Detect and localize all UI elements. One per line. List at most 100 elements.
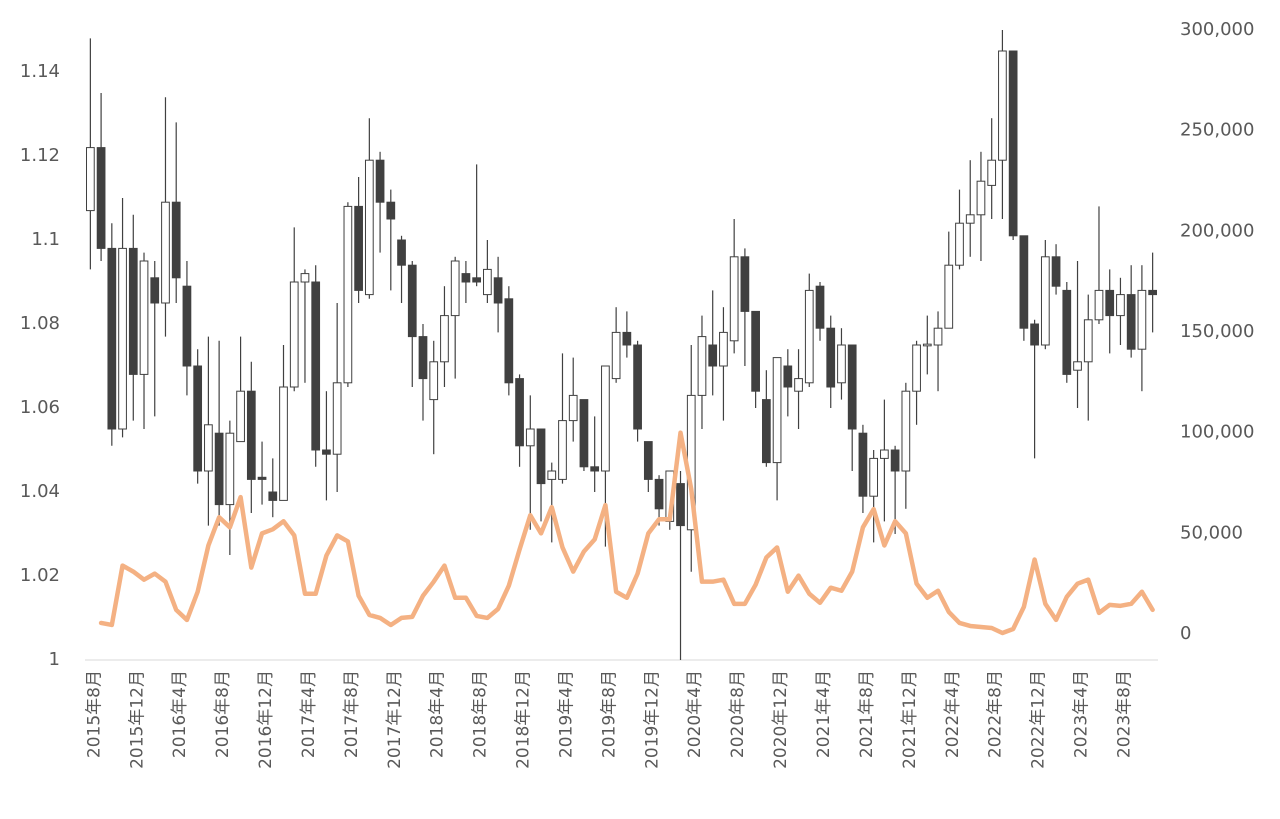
candle-body (858, 432, 868, 497)
candle-body (193, 365, 203, 472)
x-tick-label: 2019年8月 (599, 670, 619, 758)
candle-body (987, 159, 997, 186)
y2-tick-label: 100,000 (1180, 422, 1254, 443)
candle-body (933, 327, 943, 346)
candle-body (783, 365, 793, 388)
candle-body (976, 180, 986, 216)
candle-body (150, 277, 160, 304)
candle-body (1126, 294, 1136, 350)
candle-body (536, 428, 546, 485)
x-tick-label: 2016年12月 (256, 670, 276, 769)
candle-body (1148, 289, 1157, 296)
candle-body (676, 483, 685, 527)
x-tick-label: 2018年12月 (514, 670, 534, 769)
candle-body (289, 281, 299, 388)
candle-body (257, 476, 267, 480)
candle-body (118, 247, 127, 430)
candle-body (493, 277, 503, 304)
candle-body (128, 247, 138, 375)
candle-body (1073, 361, 1082, 371)
y2-tick-label: 250,000 (1180, 120, 1254, 141)
candle-body (654, 478, 664, 510)
x-tick-label: 2017年8月 (342, 670, 362, 758)
candle-body (461, 273, 471, 283)
x-tick-label: 2020年12月 (771, 670, 791, 769)
candle-body (1116, 294, 1125, 317)
y-tick-label: 1.12 (20, 145, 60, 166)
candle-body (397, 239, 406, 266)
candle-body (375, 159, 385, 203)
candle-body (729, 256, 739, 342)
candle-body (1062, 289, 1072, 375)
candle-body (450, 260, 460, 317)
candle-body (740, 256, 750, 312)
candle-body (922, 343, 932, 347)
candle-body (761, 399, 771, 464)
x-tick-label: 2016年4月 (170, 670, 190, 758)
candle-body (890, 449, 900, 472)
candle-body (332, 382, 342, 455)
candle-body (1105, 289, 1115, 317)
candle-body (643, 441, 653, 480)
candle-body (1083, 319, 1093, 363)
x-tick-label: 2019年12月 (642, 670, 662, 769)
candle-body (772, 357, 782, 464)
candle-body (751, 310, 760, 392)
candle-body (246, 390, 256, 480)
candle-body (880, 449, 889, 459)
y2-tick-label: 150,000 (1180, 321, 1254, 342)
candle-body (322, 449, 331, 455)
candle-body (236, 390, 245, 443)
candle-body (965, 214, 975, 224)
x-tick-label: 2016年8月 (213, 670, 233, 758)
candle-body (547, 470, 557, 480)
candle-body (1008, 50, 1018, 237)
candle-body (815, 285, 825, 329)
candle-body (601, 365, 610, 472)
candle-body (1019, 235, 1029, 329)
y-tick-label: 1.1 (31, 229, 60, 250)
candle-body (1051, 256, 1061, 287)
y-tick-label: 1.14 (20, 61, 60, 82)
candle-body (1137, 289, 1147, 350)
candle-body (912, 344, 921, 392)
candle-body (96, 147, 106, 249)
y-tick-label: 1 (49, 649, 60, 670)
candle-body (268, 491, 278, 501)
x-tick-label: 2018年8月 (471, 670, 491, 758)
candle-body (204, 424, 213, 472)
candle-body (611, 331, 621, 380)
candle-body (708, 344, 718, 367)
candle-body (407, 264, 417, 338)
candle-body (622, 331, 632, 346)
candle-body (483, 268, 492, 296)
candle-body (1040, 256, 1050, 346)
candle-body (86, 147, 95, 212)
candle-body (944, 264, 954, 329)
candle-body (525, 428, 535, 447)
y-tick-label: 1.06 (20, 397, 60, 418)
candle-body (107, 247, 117, 430)
candle-body (901, 390, 911, 472)
y2-tick-label: 200,000 (1180, 220, 1254, 241)
x-tick-label: 2021年4月 (814, 670, 834, 758)
candle-body (214, 432, 224, 506)
candle-body (354, 205, 363, 291)
candle-body (161, 201, 170, 304)
x-tick-label: 2018年4月 (428, 670, 448, 758)
x-tick-label: 2015年8月 (84, 670, 104, 758)
candle-body (1094, 289, 1104, 321)
x-tick-label: 2021年12月 (900, 670, 920, 769)
y-tick-label: 1.08 (20, 313, 60, 334)
candle-body (568, 394, 578, 422)
x-tick-label: 2015年12月 (127, 670, 147, 769)
x-tick-label: 2020年8月 (728, 670, 748, 758)
candle-body (515, 378, 524, 447)
y-tick-label: 1.02 (20, 565, 60, 586)
x-tick-label: 2021年8月 (857, 670, 877, 758)
candle-body (633, 344, 642, 430)
candle-body (579, 399, 589, 468)
x-tick-label: 2022年4月 (943, 670, 963, 758)
candle-body (343, 205, 353, 384)
candle-body (182, 285, 192, 367)
